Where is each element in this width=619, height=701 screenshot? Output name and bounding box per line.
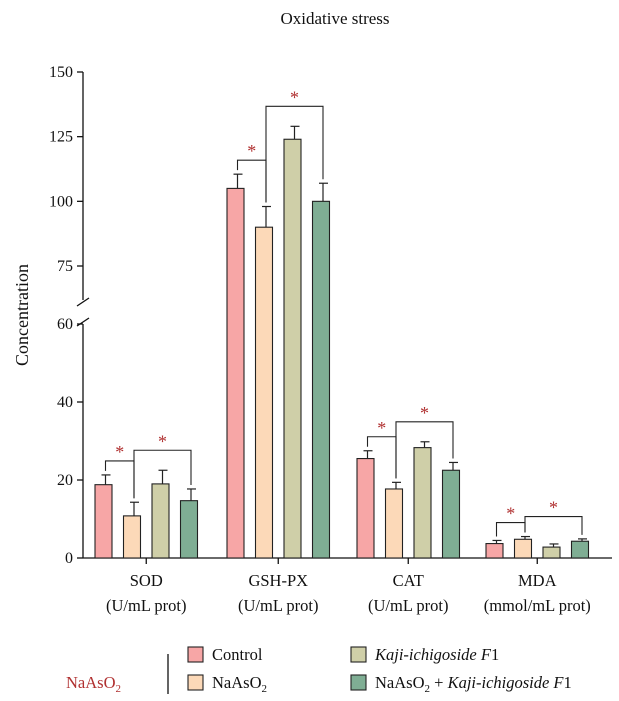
bar bbox=[94, 484, 113, 559]
significance-star: * bbox=[158, 431, 167, 451]
x-tick-unit: (U/mL prot) bbox=[368, 596, 449, 615]
x-tick-label: SOD bbox=[130, 571, 163, 590]
significance-bracket bbox=[133, 449, 192, 499]
legend-swatch bbox=[350, 674, 367, 691]
legend-swatch bbox=[187, 646, 204, 663]
bar bbox=[413, 447, 432, 559]
y-tick-label: 100 bbox=[49, 193, 73, 210]
axis-break-mark bbox=[76, 297, 90, 307]
legend-entry: Kaji-ichigoside F1 bbox=[374, 645, 499, 664]
chart-title: Oxidative stress bbox=[280, 9, 389, 28]
significance-star: * bbox=[247, 141, 256, 161]
bar bbox=[179, 500, 199, 559]
significance-bracket bbox=[265, 105, 324, 203]
bar bbox=[356, 457, 375, 559]
legend-group-label: NaAsO2 bbox=[66, 673, 121, 695]
bar bbox=[122, 515, 142, 559]
y-tick-label: 60 bbox=[57, 316, 73, 333]
axis-break-mark bbox=[76, 317, 90, 327]
y-tick-label: 20 bbox=[57, 472, 73, 489]
axes: 0 20 40 60 75 100 125 150 SOD (U/mL prot) GSH-PX (U… bbox=[49, 64, 612, 615]
significance-star: * bbox=[549, 498, 558, 518]
legend-swatch bbox=[187, 674, 204, 691]
legend-swatch bbox=[350, 646, 367, 663]
x-tick-unit: (U/mL prot) bbox=[238, 596, 319, 615]
bar bbox=[384, 488, 404, 559]
bar bbox=[513, 538, 533, 559]
bar bbox=[283, 138, 302, 559]
legend: NaAsO2 Control NaAsO2 Kaji-ichigoside F1 NaA… bbox=[66, 645, 572, 695]
bar bbox=[311, 200, 331, 559]
y-tick-label: 150 bbox=[49, 64, 73, 81]
x-tick-unit: (U/mL prot) bbox=[106, 596, 187, 615]
significance-star: * bbox=[420, 403, 429, 423]
significance-bracket bbox=[395, 421, 454, 479]
significance-star: * bbox=[377, 418, 386, 438]
significance-group: * * * * * * * * bbox=[104, 87, 583, 537]
x-tick-label: CAT bbox=[393, 571, 424, 590]
bars-group bbox=[94, 125, 590, 559]
bar bbox=[542, 546, 561, 559]
legend-entry: NaAsO2 bbox=[212, 673, 267, 695]
bar bbox=[254, 226, 274, 559]
y-tick-label: 125 bbox=[49, 129, 73, 146]
significance-star: * bbox=[115, 442, 124, 462]
legend-entry: Control bbox=[212, 645, 263, 664]
x-tick-unit: (mmol/mL prot) bbox=[484, 596, 591, 615]
y-tick-label: 40 bbox=[57, 394, 73, 411]
significance-star: * bbox=[290, 87, 299, 107]
bar bbox=[226, 187, 245, 559]
bar bbox=[151, 483, 170, 559]
significance-bracket bbox=[495, 521, 526, 537]
legend-entry: NaAsO2 + Kaji-ichigoside F1 bbox=[375, 673, 572, 695]
x-tick-label: GSH-PX bbox=[248, 571, 308, 590]
y-axis-label: Concentration bbox=[12, 264, 32, 366]
significance-bracket bbox=[524, 515, 583, 535]
y-tick-label: 0 bbox=[65, 550, 73, 567]
x-tick-label: MDA bbox=[518, 571, 557, 590]
y-tick-label: 75 bbox=[57, 258, 73, 275]
significance-star: * bbox=[506, 504, 515, 524]
bar bbox=[441, 469, 461, 559]
bar bbox=[485, 543, 504, 559]
bar bbox=[570, 540, 590, 559]
